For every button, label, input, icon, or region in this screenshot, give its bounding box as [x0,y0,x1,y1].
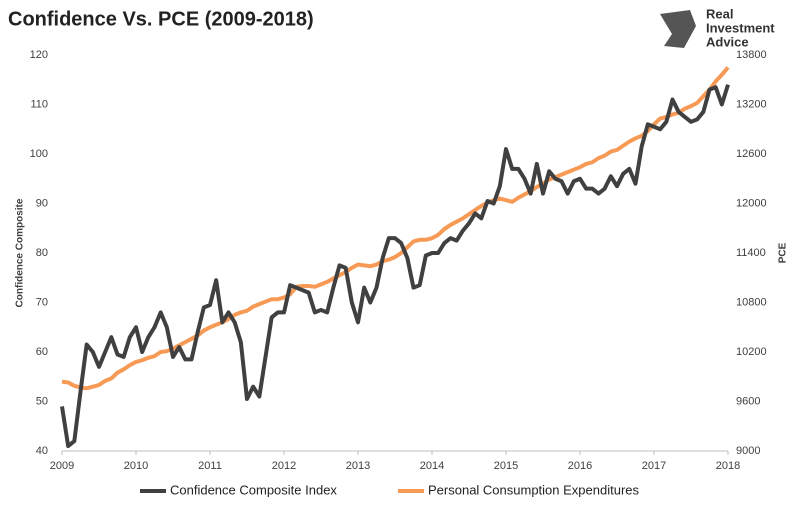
logo-text: Real [706,6,733,21]
y-tick-label: 60 [36,346,48,358]
y2-tick-label: 10200 [736,346,767,358]
y2-tick-label: 13200 [736,98,767,110]
chart-title: Confidence Vs. PCE (2009-2018) [8,8,314,30]
y2-tick-label: 12000 [736,197,767,209]
x-tick-label: 2012 [272,460,296,472]
legend-label: Personal Consumption Expenditures [428,482,640,497]
y-tick-label: 80 [36,247,48,259]
series-line [60,84,730,449]
legend-label: Confidence Composite Index [170,482,337,497]
x-tick-label: 2016 [568,460,592,472]
y2-tick-label: 11400 [736,247,766,259]
y-tick-label: 120 [30,49,48,61]
logo-icon [660,10,696,48]
y-axis-title: Confidence Composite [15,198,26,307]
y2-tick-label: 10800 [736,296,767,308]
y2-tick-label: 9600 [736,395,760,407]
x-tick-label: 2017 [642,460,666,472]
x-tick-label: 2018 [716,460,740,472]
y-tick-label: 110 [30,98,48,110]
x-tick-label: 2014 [420,460,444,472]
y-tick-label: 50 [36,395,48,407]
y-tick-label: 100 [30,148,48,160]
y2-tick-label: 13800 [736,49,767,61]
y-tick-label: 90 [36,197,48,209]
logo: Real Investment Advice [660,6,775,49]
x-tick-label: 2013 [346,460,370,472]
logo-text: Investment [706,20,775,35]
x-tick-label: 2015 [494,460,518,472]
y-tick-label: 40 [36,445,48,457]
logo-text: Advice [706,34,749,49]
x-tick-label: 2010 [124,460,148,472]
y-tick-label: 70 [36,296,48,308]
y2-tick-label: 9000 [736,445,760,457]
x-tick-label: 2011 [198,460,222,472]
x-tick-label: 2009 [50,460,74,472]
y2-tick-label: 12600 [736,148,767,160]
y2-axis-title: PCE [778,242,789,263]
